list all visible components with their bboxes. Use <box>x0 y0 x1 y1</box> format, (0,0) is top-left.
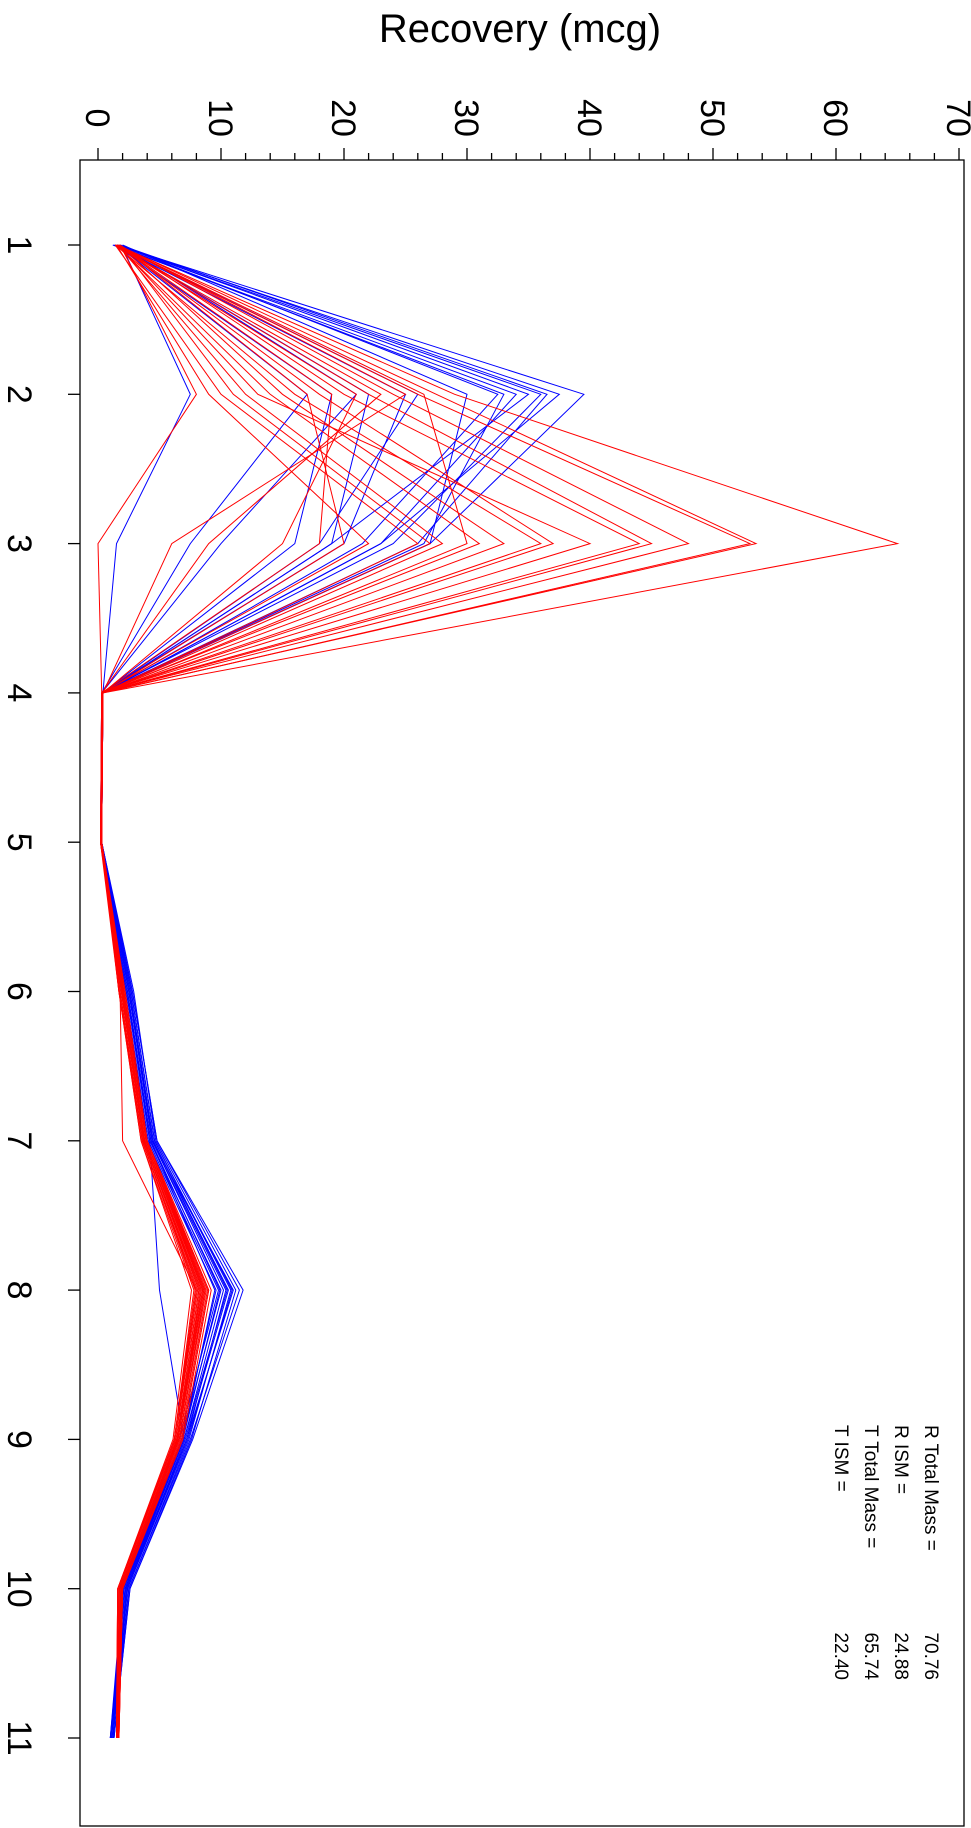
x-tick-label: 4 <box>0 683 38 702</box>
series-line <box>101 244 333 1739</box>
series-line <box>101 244 900 1739</box>
series-line <box>101 244 370 1739</box>
series-line <box>101 244 333 1739</box>
stats-label: T ISM = <box>830 1425 851 1492</box>
x-tick-label: 2 <box>0 385 38 404</box>
x-tick-label: 9 <box>0 1430 38 1449</box>
y-tick-label: 30 <box>447 99 485 137</box>
x-tick-label: 11 <box>0 1720 38 1755</box>
series-line <box>101 244 585 1739</box>
stats-value: 70.76 <box>920 1632 941 1680</box>
series-line <box>97 244 197 1739</box>
y-axis-ticks: 0 10 20 30 40 50 60 70 <box>78 99 971 160</box>
y-tick-label: 10 <box>201 99 239 137</box>
y-axis-title: Recovery (mcg) <box>379 7 661 51</box>
series-line <box>101 244 690 1739</box>
x-tick-label: 3 <box>0 534 38 553</box>
series-line <box>99 244 358 1739</box>
y-tick-label: 70 <box>939 99 971 137</box>
series-line <box>101 244 481 1739</box>
series-line <box>99 244 345 1739</box>
series-line <box>101 244 542 1739</box>
series-lines <box>97 244 900 1739</box>
stats-annotation: R Total Mass = 70.76 R ISM = 24.88 T Total M… <box>830 1425 941 1680</box>
series-line <box>101 244 548 1739</box>
x-axis-ticks: 1 2 3 4 5 6 7 8 9 10 11 <box>0 236 80 1756</box>
plot-frame <box>79 159 965 1827</box>
stats-value: 22.40 <box>830 1632 851 1680</box>
y-tick-label: 40 <box>570 99 608 137</box>
x-tick-label: 5 <box>0 833 38 852</box>
stats-label: R ISM = <box>890 1425 911 1494</box>
series-line <box>101 244 357 1739</box>
stats-label: R Total Mass = <box>920 1425 941 1551</box>
stats-value: 65.74 <box>860 1632 881 1680</box>
series-line <box>101 244 542 1739</box>
series-line <box>101 244 758 1739</box>
y-tick-label: 20 <box>324 99 362 137</box>
x-tick-label: 10 <box>0 1570 38 1608</box>
series-line <box>99 244 468 1739</box>
x-tick-label: 6 <box>0 982 38 1001</box>
series-line <box>99 244 382 1739</box>
series-line <box>101 244 592 1739</box>
series-line <box>101 244 308 1739</box>
x-tick-label: 7 <box>0 1131 38 1150</box>
stats-label: T Total Mass = <box>860 1425 881 1548</box>
series-line <box>99 244 752 1739</box>
series-line <box>101 244 555 1739</box>
series-line <box>101 244 653 1739</box>
x-tick-label: 8 <box>0 1281 38 1300</box>
x-tick-label: 1 <box>0 236 38 255</box>
series-line <box>101 244 518 1739</box>
stats-value: 24.88 <box>890 1632 911 1680</box>
y-tick-label: 0 <box>78 109 116 128</box>
y-tick-label: 50 <box>693 99 731 137</box>
series-line <box>99 244 641 1739</box>
series-line <box>101 244 370 1739</box>
series-line <box>99 244 191 1739</box>
y-tick-label: 60 <box>816 99 854 137</box>
